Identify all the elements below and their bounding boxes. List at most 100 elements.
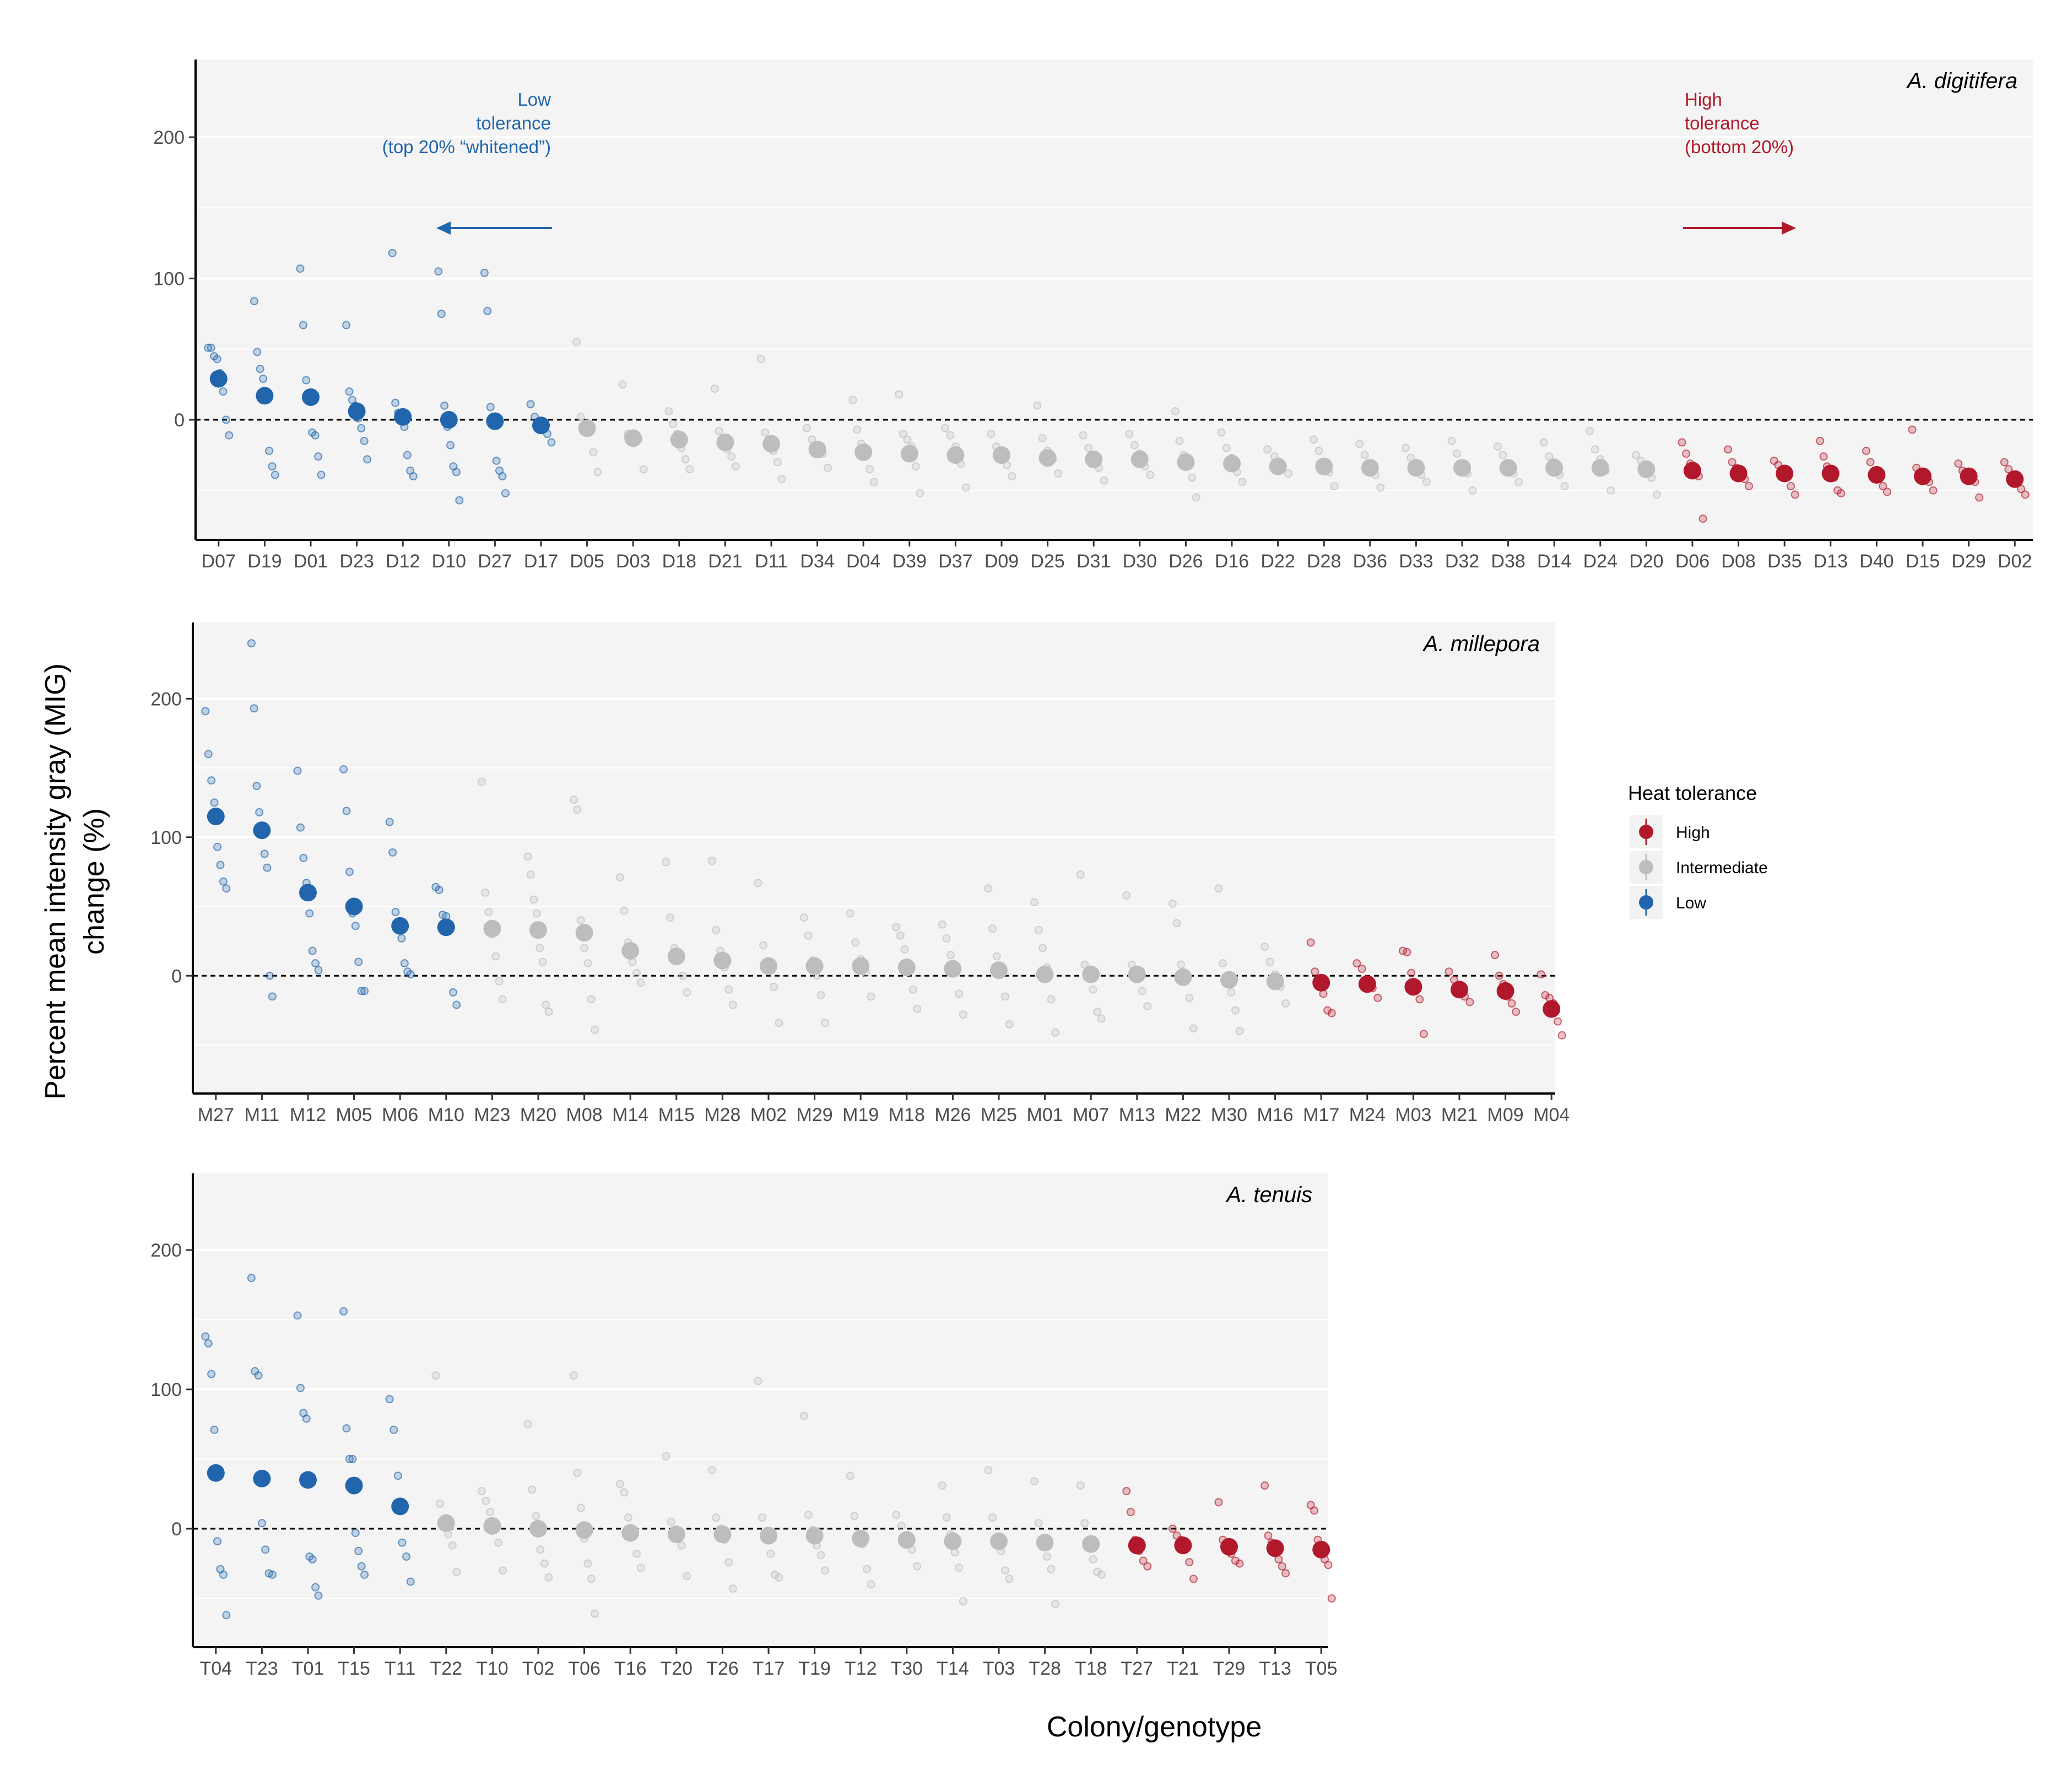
raw-point xyxy=(1235,1559,1244,1568)
raw-point xyxy=(1238,478,1247,486)
raw-point xyxy=(345,868,354,876)
mean-point-d03 xyxy=(624,429,642,447)
raw-point xyxy=(800,913,809,922)
raw-point xyxy=(853,425,862,434)
mean-point-d17 xyxy=(532,416,550,435)
mean-point-d40 xyxy=(1868,466,1886,484)
raw-point xyxy=(225,431,234,440)
mean-point-t21 xyxy=(1174,1536,1192,1555)
raw-point xyxy=(360,987,369,995)
raw-point xyxy=(570,1371,578,1380)
panel-title: A. digitifera xyxy=(1906,69,2017,93)
raw-point xyxy=(342,321,351,329)
raw-point xyxy=(1278,1562,1286,1571)
raw-point xyxy=(477,777,486,786)
raw-point xyxy=(302,376,311,385)
mean-point-d39 xyxy=(900,445,918,463)
x-tick-label-d14: D14 xyxy=(1537,551,1571,572)
raw-point xyxy=(210,798,219,807)
raw-point xyxy=(583,1559,592,1568)
mean-point-t14 xyxy=(944,1532,962,1550)
high-tolerance-annotation-line2: tolerance xyxy=(1685,113,1760,133)
raw-point xyxy=(1908,425,1917,434)
raw-point xyxy=(532,909,541,918)
raw-point xyxy=(987,430,996,439)
x-tick-label-m22: M22 xyxy=(1165,1105,1201,1125)
raw-point xyxy=(494,1538,503,1547)
x-tick-label-t22: T22 xyxy=(430,1658,463,1679)
mean-point-m02 xyxy=(760,957,777,975)
raw-point xyxy=(1281,999,1290,1008)
raw-point xyxy=(715,427,723,436)
raw-point xyxy=(867,992,875,1001)
raw-point xyxy=(800,1411,809,1420)
x-tick-label-d01: D01 xyxy=(294,551,328,572)
x-tick-label-t14: T14 xyxy=(937,1658,969,1679)
x-tick-label-d22: D22 xyxy=(1260,551,1295,572)
raw-point xyxy=(1172,919,1181,928)
raw-point xyxy=(1079,431,1088,440)
y-tick-label: 0 xyxy=(171,966,182,987)
raw-point xyxy=(576,413,585,421)
high-tolerance-arrow-head xyxy=(1782,221,1796,235)
raw-point xyxy=(1093,1008,1102,1016)
panel-title: A. millepora xyxy=(1422,632,1540,656)
raw-point xyxy=(448,988,457,997)
raw-point xyxy=(1227,988,1236,997)
x-tick-label-m27: M27 xyxy=(198,1105,234,1125)
raw-point xyxy=(863,1565,872,1573)
legend-item-high: High xyxy=(1630,815,1710,848)
x-tick-label-d37: D37 xyxy=(938,551,972,572)
raw-point xyxy=(1097,1570,1106,1579)
raw-point xyxy=(664,407,673,416)
mean-point-m06 xyxy=(391,917,409,935)
raw-point xyxy=(1373,993,1382,1002)
mean-point-m16 xyxy=(1266,972,1284,990)
raw-point xyxy=(710,385,719,393)
raw-point xyxy=(523,1420,532,1428)
x-tick-label-d31: D31 xyxy=(1076,551,1111,572)
x-tick-label-d35: D35 xyxy=(1767,551,1801,572)
plot-background xyxy=(193,1173,1328,1647)
x-tick-label-t11: T11 xyxy=(385,1658,415,1679)
raw-point xyxy=(766,1550,775,1558)
raw-point xyxy=(761,428,770,437)
mean-point-d19 xyxy=(256,387,274,405)
mean-point-m27 xyxy=(207,808,225,826)
raw-point xyxy=(498,1566,507,1575)
x-tick-label-t04: T04 xyxy=(200,1658,232,1679)
mean-point-t27 xyxy=(1128,1536,1146,1555)
raw-point xyxy=(620,1488,629,1497)
mean-point-m28 xyxy=(713,951,732,970)
raw-point xyxy=(255,808,264,817)
raw-point xyxy=(1217,428,1226,437)
raw-point xyxy=(357,987,366,995)
x-tick-label-m04: M04 xyxy=(1533,1105,1570,1125)
mean-point-d25 xyxy=(1038,449,1057,467)
mean-point-d31 xyxy=(1085,450,1103,468)
raw-point xyxy=(1541,990,1550,999)
raw-point xyxy=(804,931,813,940)
raw-point xyxy=(482,1496,490,1505)
mean-point-d04 xyxy=(854,443,873,461)
raw-point xyxy=(1678,438,1686,447)
x-tick-label-t17: T17 xyxy=(753,1658,785,1679)
raw-point xyxy=(731,462,740,471)
raw-point xyxy=(942,1513,951,1522)
raw-point xyxy=(777,475,786,484)
raw-point xyxy=(1054,469,1063,478)
raw-point xyxy=(354,1546,363,1555)
raw-point xyxy=(532,1512,540,1520)
x-tick-label-m12: M12 xyxy=(290,1105,326,1125)
mean-point-d05 xyxy=(578,419,596,437)
x-tick-label-d09: D09 xyxy=(984,551,1019,572)
mean-point-t28 xyxy=(1036,1534,1054,1552)
mean-point-d06 xyxy=(1684,462,1701,480)
raw-point xyxy=(299,854,308,862)
x-tick-label-m20: M20 xyxy=(520,1105,556,1125)
raw-point xyxy=(397,934,406,943)
raw-point xyxy=(591,1025,599,1034)
x-tick-label-d40: D40 xyxy=(1859,551,1894,572)
raw-point xyxy=(911,462,920,471)
raw-point xyxy=(2017,485,2026,494)
